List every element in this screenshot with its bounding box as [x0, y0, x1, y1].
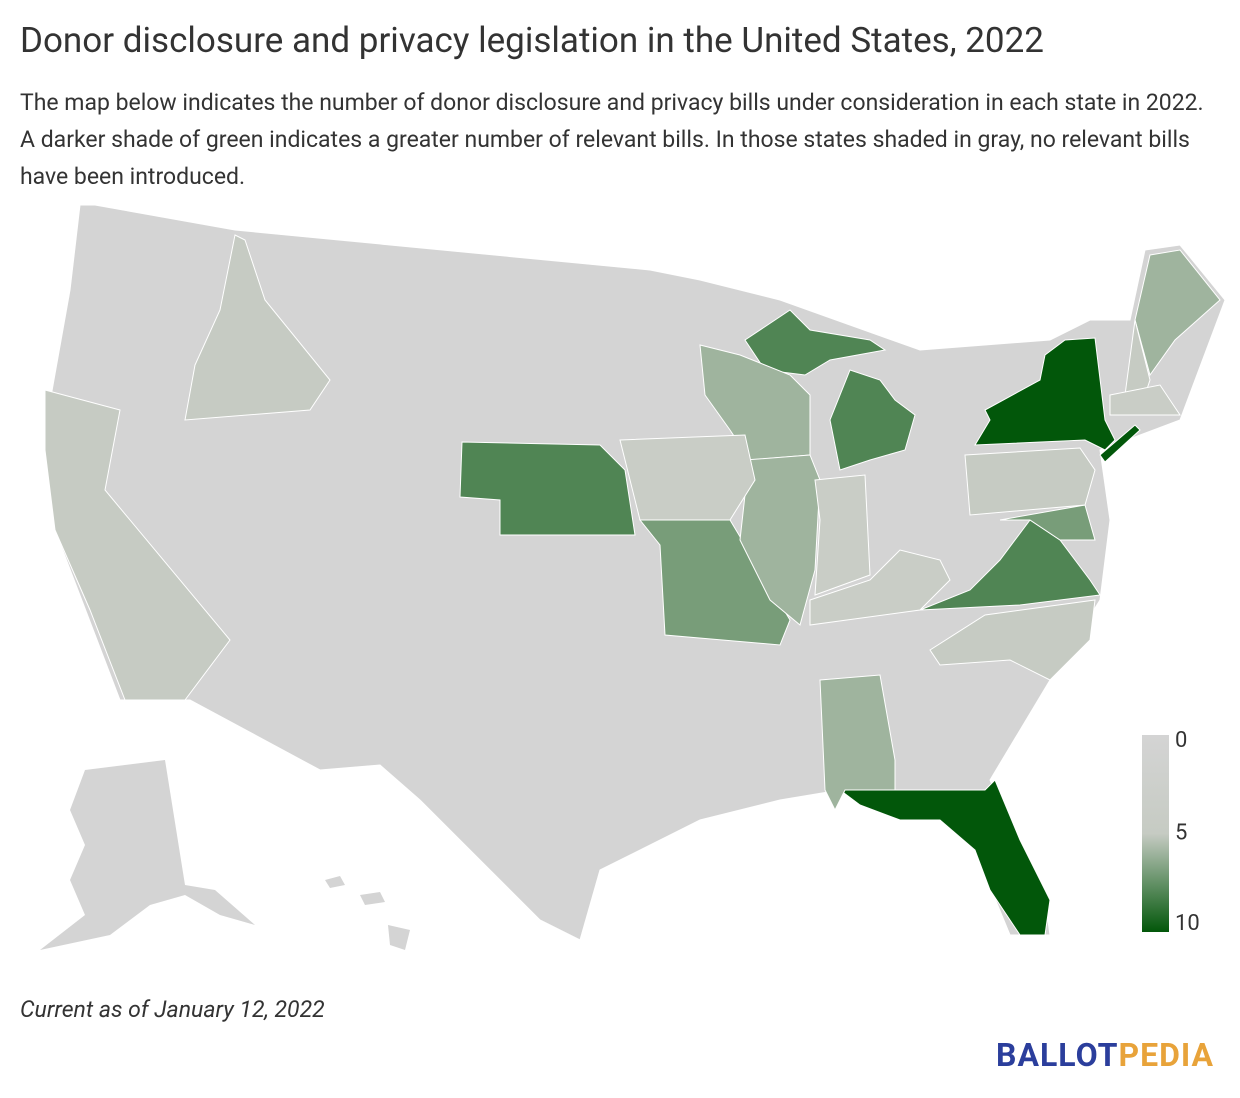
logo-part: PEDIA	[1118, 1036, 1214, 1074]
state: Florida	[838, 779, 1051, 936]
state: North Carolina	[929, 599, 1096, 681]
state: Nebraska	[459, 441, 636, 536]
state: Pennsylvania	[964, 447, 1096, 516]
map: New YorkFloridaNebraskaMichiganVirginiaM…	[40, 204, 1226, 950]
title: Donor disclosure and privacy legislation…	[20, 20, 1044, 61]
state: Massachusetts	[1109, 384, 1181, 416]
hawaii	[325, 876, 410, 950]
alaska	[40, 760, 255, 950]
legend-tick-label: 5	[1175, 820, 1187, 845]
state: Kentucky	[809, 549, 951, 626]
state: Idaho	[184, 234, 331, 421]
logo-part: BALLOT	[996, 1036, 1119, 1074]
logo[interactable]: BALLOTPEDIA	[996, 1036, 1214, 1074]
state: Maryland	[999, 504, 1096, 541]
state: Alabama	[819, 674, 896, 812]
map-group: New YorkFloridaNebraskaMichiganVirginiaM…	[40, 204, 1226, 950]
legend-tick-label: 10	[1175, 911, 1200, 936]
legend-tick-label: 0	[1175, 728, 1187, 753]
state: Indiana	[814, 474, 871, 596]
footnote: Current as of January 12, 2022	[20, 996, 325, 1023]
state: New York	[974, 337, 1141, 463]
state: Missouri	[638, 519, 791, 646]
legend-bar	[1142, 735, 1169, 932]
state: Illinois	[739, 454, 821, 626]
subtitle: The map below indicates the number of do…	[20, 89, 1204, 190]
state: California	[44, 389, 231, 701]
state: Iowa	[619, 434, 756, 521]
